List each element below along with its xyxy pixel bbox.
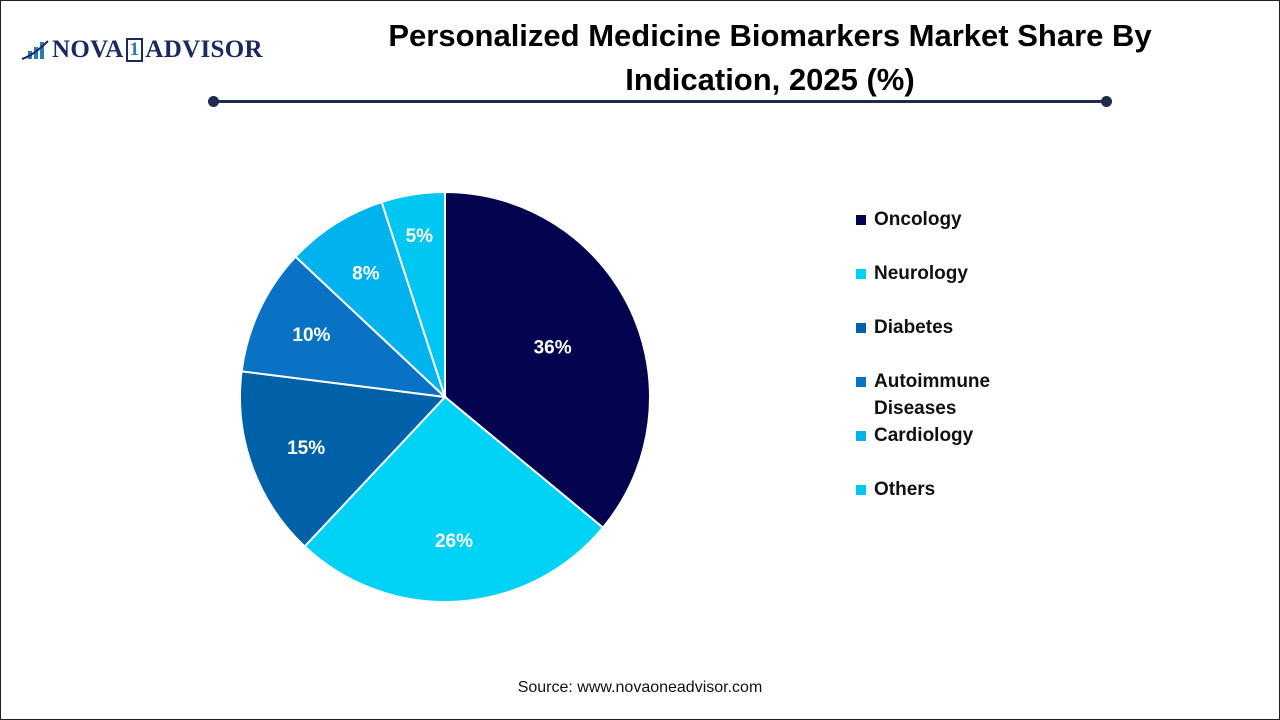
logo-text-left: NOVA xyxy=(52,36,124,63)
legend-label: Diabetes xyxy=(874,317,954,338)
legend-item: Oncology xyxy=(856,206,1036,233)
legend-label: Others xyxy=(874,479,936,500)
pie-slice-autoimmune-diseases xyxy=(240,255,448,399)
source-note: Source: www.novaoneadvisor.com xyxy=(517,679,763,696)
legend-item: Cardiology xyxy=(856,422,1036,449)
chart-title: Personalized Medicine Biomarkers Market … xyxy=(388,18,1152,97)
data-label: 36% xyxy=(534,337,572,358)
logo-text-right: ADVISOR xyxy=(145,36,263,63)
pie-slice-oncology xyxy=(444,190,651,530)
data-label: 26% xyxy=(435,531,473,552)
data-label: 10% xyxy=(292,325,330,346)
legend-item: Neurology xyxy=(856,260,1036,287)
data-label: 15% xyxy=(287,438,325,459)
legend-swatch xyxy=(856,431,866,441)
legend-item: Diabetes xyxy=(856,314,1036,341)
legend-label: Autoimmune Diseases xyxy=(874,371,991,419)
legend-label: Neurology xyxy=(874,263,968,284)
pie-slice-diabetes xyxy=(239,370,448,548)
bar-chart-icon xyxy=(21,40,49,60)
data-label: 8% xyxy=(352,263,380,284)
divider-dot-left xyxy=(208,96,219,107)
legend-label: Oncology xyxy=(874,209,962,230)
pie-slice-others xyxy=(380,190,446,398)
legend-swatch xyxy=(856,323,866,333)
legend-swatch xyxy=(856,269,866,279)
data-label: 5% xyxy=(406,226,434,247)
logo: NOVA 1 ADVISOR xyxy=(20,36,263,64)
legend-item: Others xyxy=(856,476,1036,503)
title-divider xyxy=(213,100,1107,103)
legend-swatch xyxy=(856,377,866,387)
divider-dot-right xyxy=(1101,96,1112,107)
legend-label: Cardiology xyxy=(874,425,974,446)
legend-swatch xyxy=(856,215,866,225)
pie-slice-neurology xyxy=(303,395,605,603)
logo-text-mid: 1 xyxy=(125,38,144,62)
legend-swatch xyxy=(856,485,866,495)
legend-item: Autoimmune Diseases xyxy=(856,368,1036,422)
pie-slice-cardiology xyxy=(294,200,446,398)
